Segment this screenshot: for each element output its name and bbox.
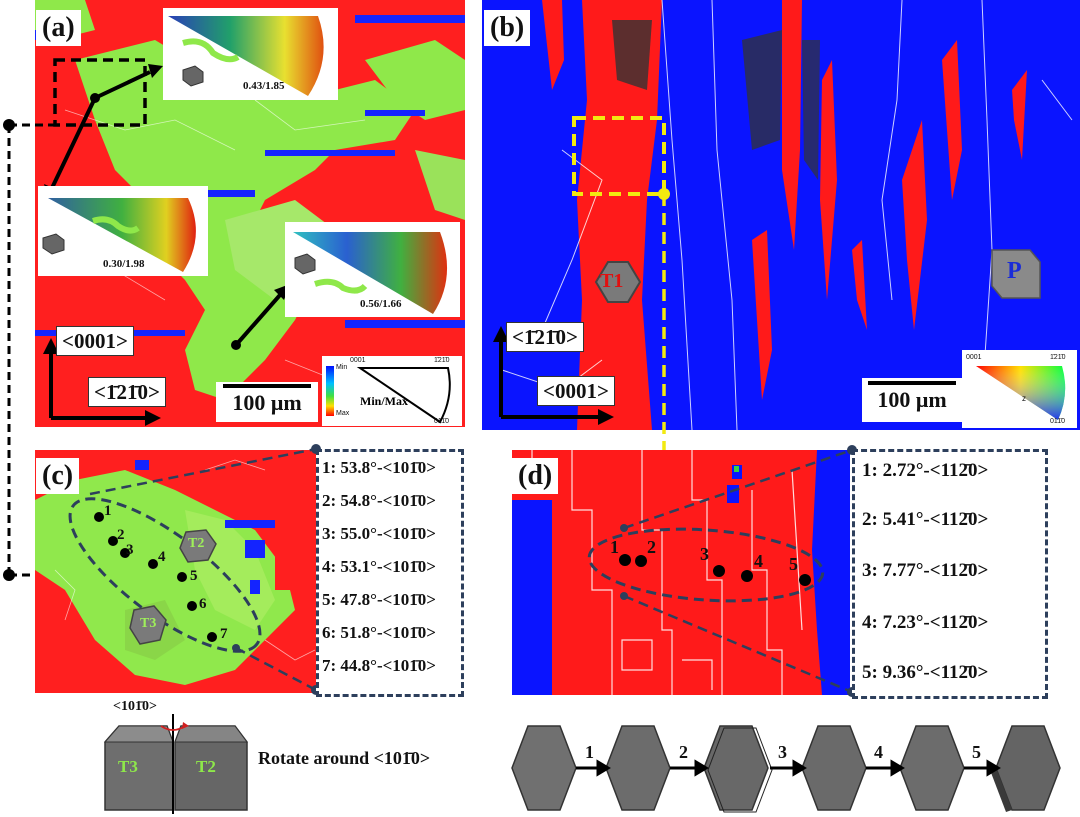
inset-a-top-graphic [168,16,324,96]
panel-c-point-7: 7 [220,626,228,642]
panel-b-legend-graphic [976,366,1066,420]
panel-d-point-2: 2 [647,537,656,557]
panel-a-legend-min: Min [336,364,348,371]
panel-a-legend: Min Max 0001 1̄21̄0 011̄0 Min/Max [322,356,462,426]
panel-d-list-item-4: 4: 7.23°-<112̄0> [862,612,989,633]
panel-c-list-box [316,449,464,697]
panel-d-point-5: 5 [789,554,798,574]
panel-b-legend-z: z [1022,394,1026,403]
panel-c-ebsd-map [35,450,317,693]
sequence-step-1: 1 [585,742,594,762]
sequence-step-3: 3 [778,742,787,762]
panel-d-ebsd-map [512,450,850,695]
panel-d-list-item-3: 3: 7.77°-<112̄0> [862,560,989,581]
panel-c-point-1: 1 [104,503,112,519]
panel-b-legend: 0001 1̄21̄0 011̄0 z [962,350,1077,428]
panel-c-point-6: 6 [199,596,207,612]
inset-a-right: 0.56/1.66 [285,222,460,317]
panel-b-p-label: P [1007,258,1022,284]
panel-b-legend-pole-top-right: 1̄21̄0 [1050,354,1066,361]
panel-d-list-item-2: 2: 5.41°-<112̄0> [862,509,989,530]
panel-d-point-4: 4 [754,551,763,571]
panel-a-label: (a) [36,10,81,46]
panel-c-list-item-4: 4: 53.1°-<101̄0> [322,557,436,576]
panel-b-axis-horizontal: <0001> [537,376,615,406]
inset-a-left-value: 0.30/1.98 [103,258,145,270]
panel-b-label: (b) [484,10,531,46]
panel-b-scalebar: 100 μm [862,378,962,422]
panel-b-legend-pole-bottom: 011̄0 [1050,418,1066,425]
panel-d-point-3: 3 [700,544,709,564]
sequence-step-2: 2 [679,742,688,762]
inset-a-right-value: 0.56/1.66 [360,298,402,310]
inset-a-top: 0.43/1.85 [163,8,338,100]
panel-c-list-item-7: 7: 44.8°-<101̄0> [322,656,436,675]
inset-a-right-graphic [293,232,448,314]
panel-d-map-graphic [512,450,850,695]
panel-a-legend-pole-bottom: 011̄0 [434,418,450,425]
panel-a-legend-pole-top-right: 1̄21̄0 [434,357,450,364]
panel-c-point-5: 5 [190,568,198,584]
panel-c-point-3: 3 [126,542,134,558]
rotation-caption: Rotate around <101̄0> [258,748,431,768]
panel-a-legend-pole-0001: 0001 [350,357,366,364]
panel-c-t3-label: T3 [140,616,157,631]
panel-b-t1-label: T1 [600,270,624,292]
panel-c-list-item-2: 2: 54.8°-<101̄0> [322,491,436,510]
sequence-step-5: 5 [972,742,981,762]
rotation-axis-label: <101̄0> [113,699,157,714]
panel-a-legend-center: Min/Max [360,394,408,408]
panel-d-list-box [852,449,1048,699]
panel-b-legend-pole-0001: 0001 [966,354,982,361]
panel-c-t2-label: T2 [188,536,205,551]
sequence-step-4: 4 [874,742,883,762]
panel-d-list-item-1: 1: 2.72°-<112̄0> [862,460,989,481]
panel-c-point-2: 2 [117,527,125,543]
panel-a-axis-vertical: <0001> [56,326,134,356]
panel-a-scalebar: 100 μm [216,382,318,422]
panel-a-axes-arrows [43,338,161,426]
inset-a-top-value: 0.43/1.85 [243,80,285,92]
panel-d-list-item-5: 5: 9.36°-<112̄0> [862,662,989,683]
panel-d-point-1: 1 [610,537,619,557]
panel-a-legend-max: Max [336,410,350,417]
panel-c-map-graphic [35,450,317,693]
panel-c-label: (c) [36,458,80,494]
schematic-t3-label: T3 [118,757,138,776]
schematic-t2-label: T2 [196,757,216,776]
panel-b-scale-text: 100 μm [877,387,947,412]
panel-b-axis-vertical: <1̄21̄0> [506,322,584,352]
panel-d-label: (d) [512,458,559,494]
panel-a-legend-graphic [326,366,451,424]
panel-c-point-4: 4 [158,549,166,565]
twin-rotation-schematic [103,714,248,814]
panel-c-list-item-5: 5: 47.8°-<101̄0> [322,590,436,609]
inset-a-left-graphic [42,198,196,272]
panel-c-list-item-1: 1: 53.8°-<101̄0> [322,458,436,477]
panel-c-list-item-3: 3: 55.0°-<101̄0> [322,524,436,543]
panel-a-scale-text: 100 μm [232,390,302,415]
hexagon-rotation-sequence [511,725,1061,813]
panel-c-list-item-6: 6: 51.8°-<101̄0> [322,623,436,642]
panel-a-axis-horizontal: <1̄21̄0> [88,377,166,407]
inset-a-left: 0.30/1.98 [38,186,208,276]
